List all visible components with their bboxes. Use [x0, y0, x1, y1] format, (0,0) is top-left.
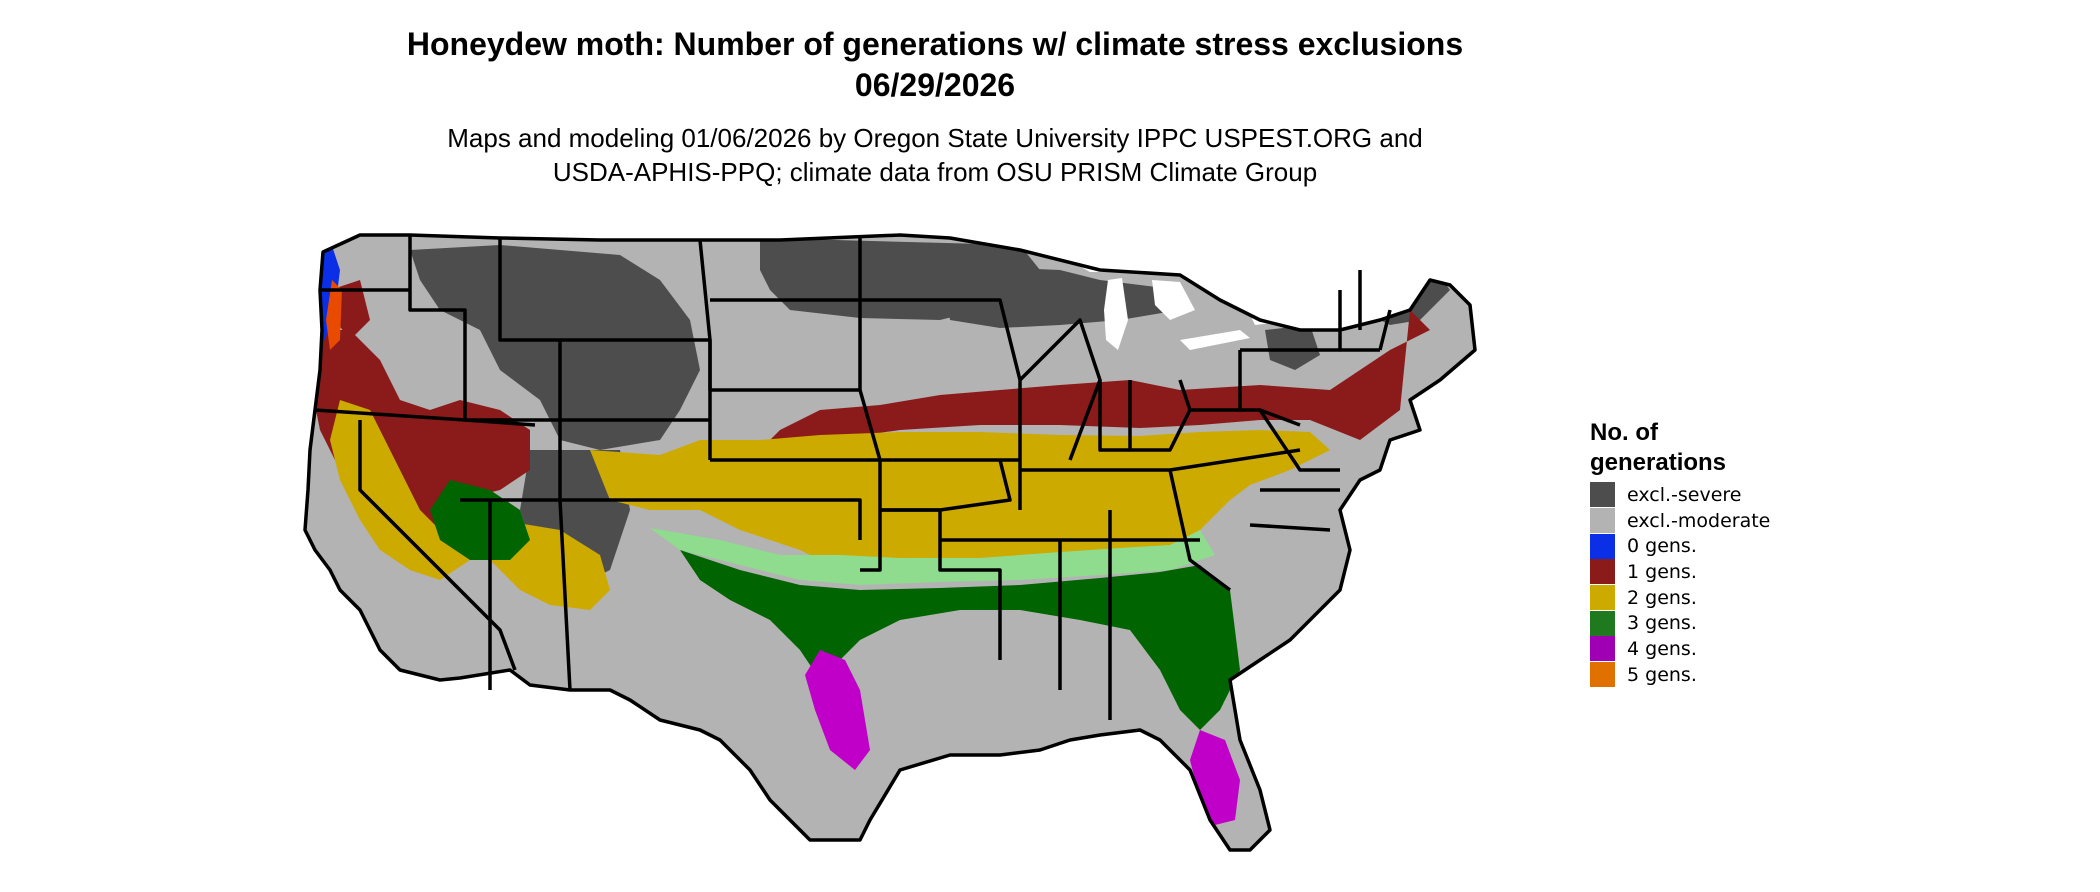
legend-swatch: [1590, 533, 1615, 559]
legend-swatch: [1590, 636, 1615, 662]
legend-label: excl.-moderate: [1627, 509, 1771, 532]
legend-label: 1 gens.: [1627, 560, 1697, 583]
legend-item: 4 gens.: [1590, 636, 1770, 662]
legend-label: 0 gens.: [1627, 535, 1697, 558]
legend-title: No. of generations: [1590, 418, 1770, 478]
title-date: 06/29/2026: [854, 67, 1016, 103]
legend-swatch: [1590, 610, 1615, 636]
severe-exclusion-adirondack: [1265, 325, 1320, 370]
legend: No. of generations excl.-severe excl.-mod…: [1590, 418, 1770, 688]
legend-item: 1 gens.: [1590, 559, 1770, 585]
legend-item: excl.-severe: [1590, 482, 1770, 508]
three-gen-light-fringe: [650, 528, 1215, 585]
legend-item: 3 gens.: [1590, 610, 1770, 636]
zero-gen-pnw-orange-edge: [326, 280, 342, 350]
legend-swatch: [1590, 585, 1615, 611]
legend-label: 2 gens.: [1627, 586, 1697, 609]
legend-swatch: [1590, 482, 1615, 508]
four-gen-south-texas: [805, 650, 870, 770]
legend-item: 2 gens.: [1590, 585, 1770, 611]
lake-huron: [1152, 280, 1195, 320]
legend-item: excl.-moderate: [1590, 508, 1770, 534]
title-line-1: Honeydew moth: Number of generations w/ …: [406, 26, 1464, 62]
legend-label: 3 gens.: [1627, 612, 1697, 635]
legend-label: 5 gens.: [1627, 663, 1697, 686]
legend-title-line-1: No. of: [1590, 419, 1658, 446]
legend-swatch: [1590, 508, 1615, 534]
subtitle-line-1: Maps and modeling 01/06/2026 by Oregon S…: [447, 123, 1423, 153]
lake-michigan: [1104, 278, 1128, 350]
map-subtitle: Maps and modeling 01/06/2026 by Oregon S…: [0, 121, 1870, 189]
state-boundaries: [303, 233, 1477, 852]
legend-label: excl.-severe: [1627, 483, 1742, 506]
legend-item: 0 gens.: [1590, 533, 1770, 559]
two-gen-belt: [590, 430, 1330, 570]
severe-exclusion-rockies: [410, 245, 700, 450]
two-gen-california: [330, 400, 470, 580]
legend-item: 5 gens.: [1590, 662, 1770, 688]
us-generations-map: [303, 233, 1477, 852]
legend-label: 4 gens.: [1627, 637, 1697, 660]
legend-swatch: [1590, 662, 1615, 688]
lake-erie: [1180, 330, 1250, 350]
legend-title-line-2: generations: [1590, 449, 1727, 476]
legend-items: excl.-severe excl.-moderate 0 gens. 1 gens.…: [1590, 482, 1770, 688]
three-gen-gulf-coast: [680, 550, 1240, 730]
legend-swatch: [1590, 559, 1615, 585]
subtitle-line-2: USDA-APHIS-PPQ; climate data from OSU PR…: [552, 157, 1318, 187]
map-title: Honeydew moth: Number of generations w/ …: [0, 24, 1870, 106]
